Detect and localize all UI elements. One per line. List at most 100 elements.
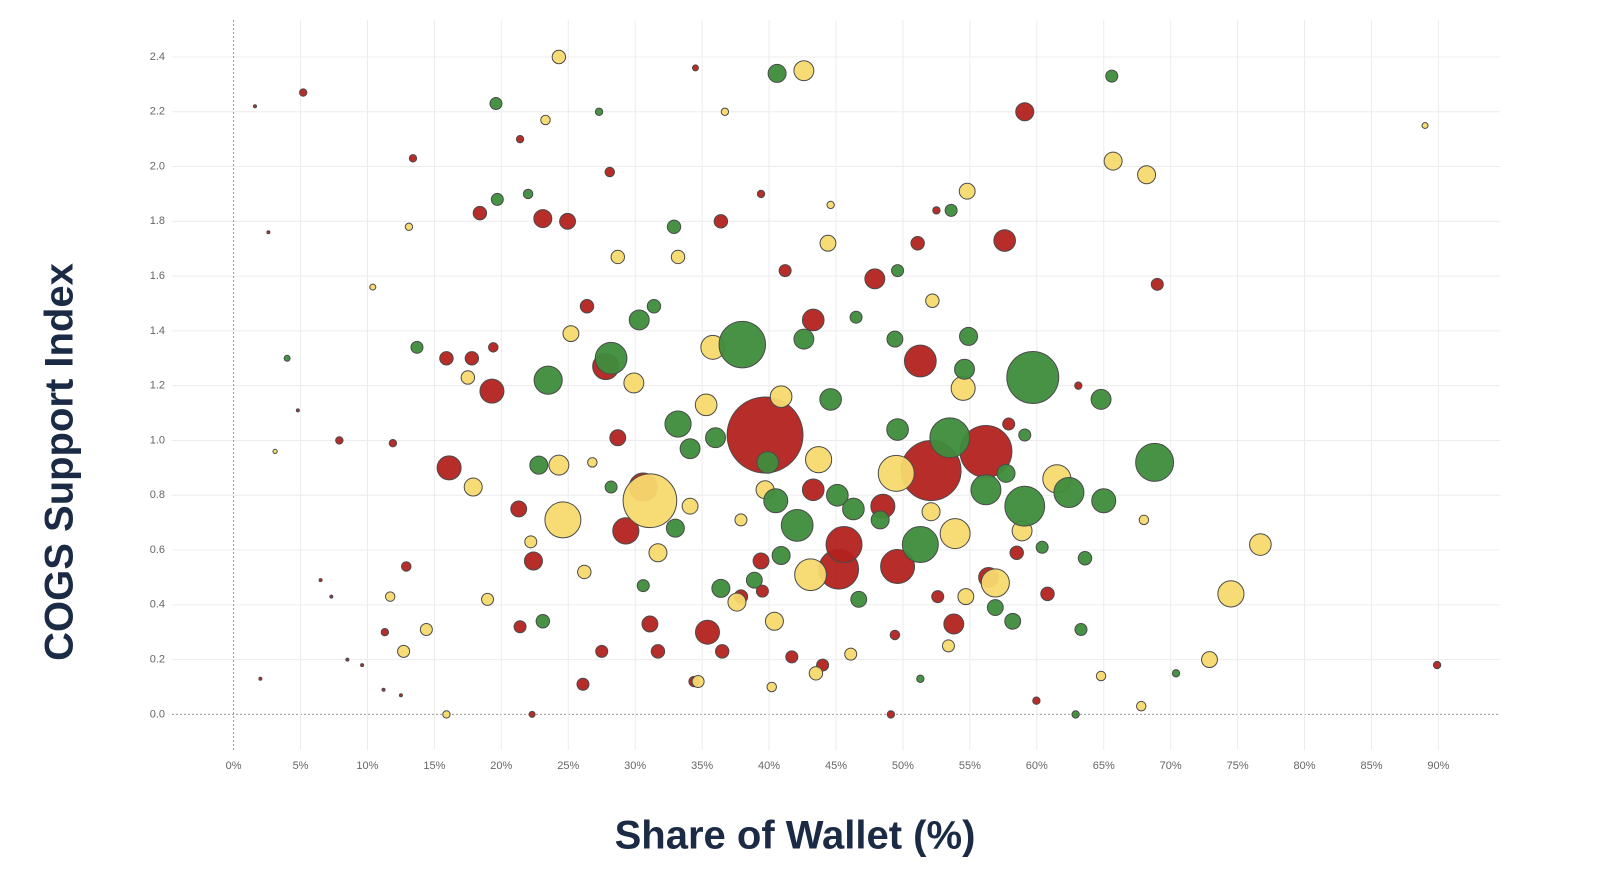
bubble xyxy=(650,644,666,659)
bubble xyxy=(1006,350,1060,404)
bubble xyxy=(694,393,718,417)
bubble xyxy=(513,620,527,634)
bubble xyxy=(986,599,1004,616)
bubble xyxy=(826,200,835,210)
bubble xyxy=(587,457,598,468)
bubble xyxy=(1137,165,1157,185)
bubble xyxy=(842,497,865,521)
y-axis-title: COGS Support Index xyxy=(38,263,82,661)
bubble xyxy=(755,584,769,598)
bubble xyxy=(1421,121,1429,129)
bubble xyxy=(401,561,412,572)
bubble xyxy=(681,497,699,515)
bubble xyxy=(844,647,858,661)
bubble xyxy=(559,212,577,230)
bubble xyxy=(528,710,536,718)
bubble xyxy=(266,230,271,235)
bubble xyxy=(665,518,685,538)
bubble xyxy=(522,188,534,200)
bubble xyxy=(925,293,940,308)
bubble xyxy=(1249,533,1272,556)
bubble xyxy=(713,214,729,229)
bubble xyxy=(579,299,595,314)
bubble xyxy=(993,229,1016,252)
bubble xyxy=(460,370,476,385)
bubble xyxy=(397,644,411,658)
x-tick-label: 65% xyxy=(1093,760,1115,772)
bubble xyxy=(929,417,971,459)
bubble xyxy=(540,114,551,126)
bubble xyxy=(1018,428,1032,442)
bubble xyxy=(996,463,1016,483)
x-tick-label: 45% xyxy=(825,760,847,772)
bubble xyxy=(921,502,941,522)
bubble xyxy=(636,579,650,593)
x-tick-label: 80% xyxy=(1294,760,1316,772)
x-tick-label: 75% xyxy=(1227,760,1249,772)
bubble xyxy=(562,325,580,343)
bubble xyxy=(691,64,699,72)
bubble xyxy=(959,326,979,346)
bubble xyxy=(819,388,842,411)
bubble xyxy=(1004,612,1022,630)
bubble xyxy=(756,189,766,199)
bubble xyxy=(576,677,590,691)
bubble xyxy=(715,644,730,659)
bubble xyxy=(870,510,890,530)
y-tick-label: 2.4 xyxy=(150,51,165,63)
bubble xyxy=(826,483,849,507)
bubble xyxy=(1105,69,1119,83)
bubble xyxy=(805,446,833,474)
bubble xyxy=(439,351,454,366)
bubble xyxy=(646,299,662,314)
x-tick-label: 85% xyxy=(1360,760,1382,772)
bubble xyxy=(664,410,692,438)
bubble xyxy=(980,568,1010,598)
bubble xyxy=(1138,514,1150,526)
y-tick-label: 0.4 xyxy=(150,599,165,611)
x-tick-label: 55% xyxy=(959,760,981,772)
bubble xyxy=(623,372,645,394)
bubble xyxy=(335,436,344,445)
bubble xyxy=(954,358,975,380)
bubble xyxy=(1150,277,1164,291)
bubble xyxy=(766,681,777,693)
bubble xyxy=(771,546,791,566)
bubble xyxy=(1074,381,1083,390)
bubble xyxy=(490,192,504,206)
bubble xyxy=(641,615,659,633)
bubble xyxy=(705,427,726,449)
bubble xyxy=(793,328,815,350)
x-tick-label: 70% xyxy=(1160,760,1182,772)
bubble xyxy=(778,264,792,278)
bubble xyxy=(388,439,398,448)
y-tick-label: 1.6 xyxy=(150,270,165,282)
bubble xyxy=(916,674,925,683)
bubble xyxy=(384,591,396,602)
bubble xyxy=(610,249,625,265)
bubble xyxy=(622,473,678,529)
bubble xyxy=(529,455,549,475)
bubble xyxy=(464,351,480,366)
bubble xyxy=(808,666,824,681)
y-tick-label: 1.0 xyxy=(150,434,165,446)
bubble xyxy=(488,342,499,353)
bubble xyxy=(604,480,618,494)
y-tick-label: 1.8 xyxy=(150,215,165,227)
y-tick-label: 0.2 xyxy=(150,654,165,666)
bubble xyxy=(1103,151,1123,171)
bubble xyxy=(864,268,886,290)
y-tick-label: 0.0 xyxy=(150,708,165,720)
bubble xyxy=(1002,417,1016,431)
bubble xyxy=(718,320,767,369)
bubble xyxy=(785,650,799,664)
bubble xyxy=(1035,540,1049,554)
x-tick-label: 35% xyxy=(691,760,713,772)
bubble xyxy=(648,543,668,563)
bubble xyxy=(1217,580,1245,608)
bubble xyxy=(850,590,868,608)
bubble xyxy=(272,448,278,455)
bubble xyxy=(767,63,787,83)
x-tick-label: 10% xyxy=(356,760,378,772)
